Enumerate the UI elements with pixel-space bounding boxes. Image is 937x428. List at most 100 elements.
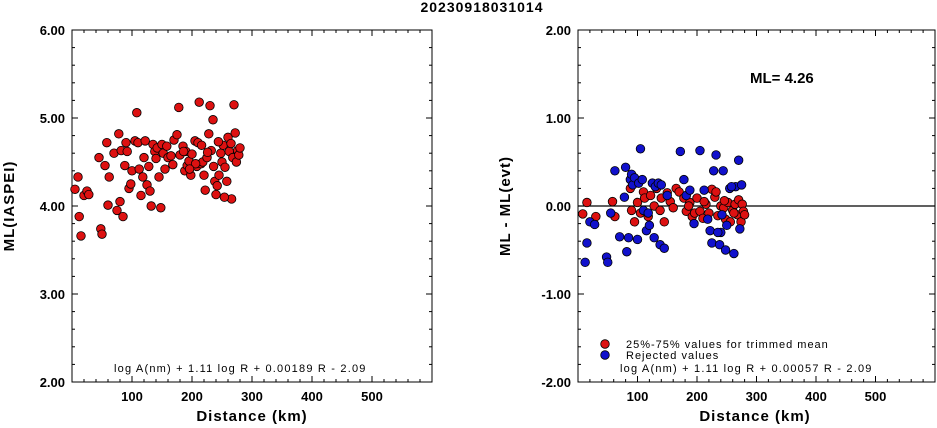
rejected-data-point [695,145,705,156]
rejected-data-point [736,180,747,190]
trimmed-data-point [659,217,669,227]
trimmed-data-point [668,203,678,213]
data-point [120,160,130,171]
y-axis-ticks: -2.00 -1.00 0.00 1.00 2.00 [541,23,935,390]
trimmed-data-point [582,197,592,208]
rejected-data-point [711,150,721,160]
data-point [97,229,107,239]
y-tick-label: -1.00 [541,287,571,302]
rejected-data-point [713,227,723,238]
data-point [168,159,178,170]
trimmed-data-point [699,196,709,207]
y-axis-label: ML(IASPEI) [1,161,18,252]
x-axis-label: Distance (km) [699,408,810,425]
rejected-data-point [606,208,616,218]
data-point [162,141,172,151]
data-point [204,129,214,139]
data-point [196,140,207,150]
x-tick-label: 200 [181,389,203,404]
legend-label-trimmed: 25%-75% values for trimmed mean [626,339,829,351]
data-point [199,170,209,180]
y-tick-label: 5.00 [40,111,65,126]
y-axis-label: ML - ML(evt) [497,156,514,256]
data-point [211,189,221,200]
trimmed-data-point [632,197,643,208]
rejected-data-point [643,208,653,218]
data-point [139,152,149,163]
rejected-data-point [580,257,590,268]
rejected-data-point [735,224,745,234]
residual-vs-distance-plot: -2.00 -1.00 0.00 1.00 2.00 100 200 300 400 500 M… [497,23,936,425]
rejected-data-point [649,232,659,243]
data-point [235,143,245,153]
trimmed-data-point [711,187,721,197]
plot-frame [71,29,433,383]
data-point [122,146,132,157]
rejected-data-point [656,180,667,190]
trimmed-data-point [578,209,588,219]
event-magnitude-annotation: ML= 4.26 [750,70,814,87]
x-tick-label: 300 [241,389,263,404]
data-point [166,151,176,161]
data-point [115,196,125,207]
y-axis-ticks: 2.00 3.00 4.00 5.00 6.00 [40,23,432,390]
data-point [220,162,230,172]
rejected-data-point [635,144,646,154]
data-point [222,176,232,187]
x-tick-label: 100 [627,389,649,404]
data-point [212,181,222,191]
rejected-data-point [620,162,631,172]
rejected-data-point [622,247,632,257]
data-point [121,137,131,148]
rejected-data-point [703,214,713,224]
rejected-data-point [582,238,592,248]
data-point [103,200,113,210]
data-point [100,160,110,171]
x-tick-label: 100 [121,389,143,404]
rejected-data-point [685,185,695,195]
rejected-data-point [610,166,620,176]
chart-title: 20230918031014 [420,0,543,15]
data-point [202,147,213,158]
legend-marker-rejected [600,350,610,360]
trimmed-data-point [607,196,618,207]
data-point [154,172,164,182]
data-point [145,186,155,196]
rejected-data-point [659,243,669,253]
rejected-data-point [675,146,686,157]
rejected-data-point [708,166,719,176]
data-point [84,189,94,200]
data-point [200,185,210,195]
formula-label: log A(nm) + 1.11 log R + 0.00189 R - 2.0… [114,363,367,375]
x-tick-label: 500 [361,389,383,404]
trimmed-data-point [739,210,750,220]
trimmed-data-point [655,205,665,216]
formula-label: log A(nm) + 1.11 log R + 0.00057 R - 2.0… [620,363,873,375]
rejected-data-point [729,248,739,259]
y-tick-label: 1.00 [546,111,571,126]
data-point [74,211,84,222]
data-point [102,137,112,148]
data-point [134,164,144,174]
data-point [73,172,83,182]
rejected-data-point [614,232,625,242]
x-tick-label: 200 [686,389,708,404]
data-point [138,172,148,182]
data-point [126,179,136,189]
trimmed-data-point [645,190,656,201]
rejected-data-point [705,225,715,236]
data-point [144,161,154,172]
rejected-data-point [733,155,744,165]
rejected-data-point [589,219,600,230]
data-point [178,146,189,157]
legend: 25%-75% values for trimmed mean Rejected… [600,339,829,362]
data-point [136,190,146,201]
data-point [205,100,215,111]
data-points [70,97,245,241]
rejected-data-point [637,174,647,185]
data-point [156,203,166,213]
data-point [160,164,170,174]
data-point [226,138,236,149]
x-tick-label: 400 [301,389,323,404]
